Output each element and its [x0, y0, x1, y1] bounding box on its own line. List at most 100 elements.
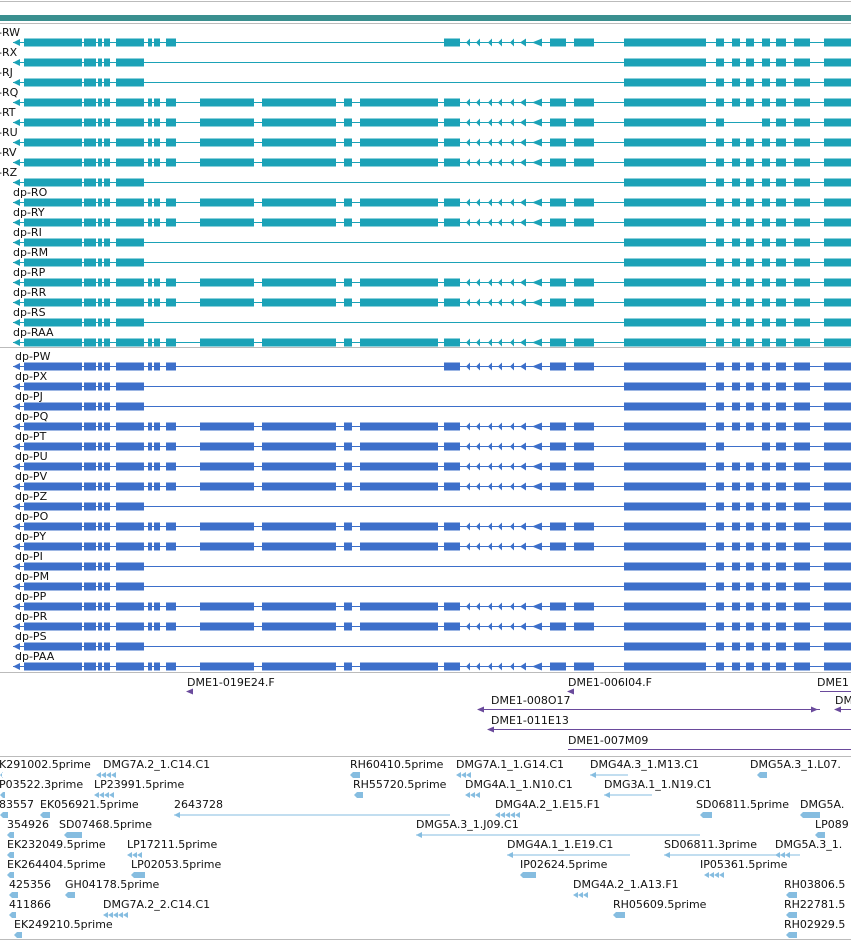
est-feature[interactable]: 83557: [0, 798, 34, 818]
protein-row[interactable]: dp-PT: [13, 430, 851, 451]
cdna-probe[interactable]: DME1-011E13: [487, 714, 851, 733]
protein-row[interactable]: dp-PZ: [13, 490, 851, 511]
protein-row[interactable]: dp-PAA: [13, 650, 851, 671]
transcript-row[interactable]: -RV: [0, 146, 851, 167]
exon-block: [166, 462, 176, 471]
est-feature[interactable]: EK249210.5prime: [14, 918, 113, 938]
protein-row[interactable]: dp-PP: [13, 590, 851, 611]
est-feature[interactable]: DMG7A.1_1.G14.C1: [456, 758, 564, 778]
est-feature[interactable]: GH04178.5prime: [65, 878, 160, 898]
exon-block: [24, 422, 82, 431]
transcript-row[interactable]: dp-RS: [13, 306, 851, 327]
est-feature[interactable]: 425356: [9, 878, 51, 898]
cdna-probe[interactable]: DME1-019E24.F: [186, 676, 275, 695]
est-feature[interactable]: DMG5A.3_1.: [775, 838, 842, 858]
protein-row[interactable]: dp-PV: [13, 470, 851, 491]
exon-block: [98, 602, 102, 611]
transcript-row[interactable]: -RW: [0, 26, 851, 47]
est-feature[interactable]: EK056921.5prime: [40, 798, 139, 818]
protein-row[interactable]: dp-PJ: [13, 390, 851, 411]
protein-row[interactable]: dp-PY: [13, 530, 851, 551]
est-feature[interactable]: LP17211.5prime: [127, 838, 218, 858]
transcript-row[interactable]: dp-RR: [13, 286, 851, 307]
est-feature[interactable]: IP05361.5prime: [700, 858, 788, 878]
strand-arrow: [13, 319, 20, 326]
exon-block: [466, 218, 470, 227]
est-feature[interactable]: 354926: [7, 818, 49, 838]
protein-row[interactable]: dp-PX: [13, 370, 851, 391]
est-feature[interactable]: P03522.3prime: [0, 778, 83, 798]
est-feature[interactable]: RH22781.5: [784, 898, 845, 918]
exon-block: [550, 422, 566, 431]
est-feature[interactable]: RH60410.5prime: [350, 758, 444, 778]
exon-block: [166, 482, 176, 491]
est-label: RH55720.5prime: [353, 778, 447, 791]
exon-block: [762, 38, 770, 47]
est-feature[interactable]: RH03806.5: [784, 878, 845, 898]
est-arrow: [111, 772, 116, 778]
cdna-probe[interactable]: DME1-007M09: [568, 734, 851, 750]
transcript-row[interactable]: -RQ: [0, 86, 851, 107]
est-feature[interactable]: EK232049.5prime: [7, 838, 106, 858]
est-feature[interactable]: DMG5A.3_1.L07.: [750, 758, 841, 778]
transcript-row[interactable]: dp-RAA: [13, 326, 851, 347]
protein-row[interactable]: dp-PS: [13, 630, 851, 651]
est-feature[interactable]: DMG4A.1_1.E19.C1: [507, 838, 630, 858]
est-feature[interactable]: K291002.5prime: [0, 758, 91, 778]
protein-row[interactable]: dp-PW: [13, 350, 851, 371]
est-feature[interactable]: RH02929.5: [784, 918, 845, 938]
est-feature[interactable]: RH05609.5prime: [613, 898, 707, 918]
protein-row[interactable]: dp-PU: [13, 450, 851, 471]
transcript-row[interactable]: dp-RI: [13, 226, 851, 247]
exon-block: [762, 622, 770, 631]
protein-row[interactable]: dp-PQ: [13, 410, 851, 431]
exon-block: [488, 442, 492, 451]
est-feature[interactable]: IP02624.5prime: [520, 858, 608, 878]
exon-block: [762, 462, 770, 471]
exon-block: [116, 218, 144, 227]
est-arrow: [465, 792, 470, 798]
est-feature[interactable]: DMG7A.2_1.C14.C1: [96, 758, 210, 778]
cdna-probe[interactable]: DME1-006I04.F: [567, 676, 652, 695]
protein-row[interactable]: dp-PM: [13, 570, 851, 591]
exon-block: [532, 158, 542, 167]
est-feature[interactable]: DMG4A.2_1.A13.F1: [573, 878, 679, 898]
transcript-row[interactable]: -RT: [0, 106, 851, 127]
est-feature[interactable]: DMG7A.2_2.C14.C1: [103, 898, 210, 918]
exon-block: [116, 118, 144, 127]
est-feature[interactable]: DMG4A.2_1.E15.F1: [495, 798, 600, 818]
exon-block: [762, 198, 770, 207]
exon-block: [116, 338, 144, 347]
transcript-row[interactable]: -RJ: [0, 66, 851, 87]
est-feature[interactable]: EK264404.5prime: [7, 858, 106, 878]
est-feature[interactable]: LP089: [815, 818, 849, 838]
transcript-row[interactable]: dp-RP: [13, 266, 851, 287]
protein-row[interactable]: dp-PR: [13, 610, 851, 631]
cdna-probe[interactable]: DM: [834, 694, 851, 713]
exon-block: [498, 622, 502, 631]
protein-row[interactable]: dp-PI: [13, 550, 851, 571]
est-feature[interactable]: DMG5A.: [800, 798, 844, 818]
transcript-row[interactable]: -RU: [0, 126, 851, 147]
transcript-row[interactable]: dp-RO: [13, 186, 851, 207]
est-feature[interactable]: 411866: [9, 898, 51, 918]
cdna-probe[interactable]: DME1-008O17: [477, 694, 820, 713]
est-feature[interactable]: LP23991.5prime: [94, 778, 185, 798]
est-feature[interactable]: DMG5A.3_1.J09.C1: [416, 818, 700, 838]
transcript-label: -RQ: [0, 86, 19, 99]
est-feature[interactable]: DMG4A.1_1.N10.C1: [465, 778, 573, 798]
est-feature[interactable]: RH55720.5prime: [353, 778, 447, 798]
transcript-row[interactable]: -RZ: [0, 166, 851, 187]
est-feature[interactable]: 2643728: [174, 798, 450, 818]
est-feature[interactable]: SD06811.5prime: [696, 798, 789, 818]
est-feature[interactable]: DMG4A.3_1.M13.C1: [590, 758, 699, 778]
transcript-row[interactable]: -RX: [0, 46, 851, 67]
est-feature[interactable]: SD07468.5prime: [59, 818, 152, 838]
est-feature[interactable]: DMG3A.1_1.N19.C1: [604, 778, 712, 798]
transcript-row[interactable]: dp-RM: [13, 246, 851, 267]
est-feature[interactable]: LP02053.5prime: [131, 858, 222, 878]
exon-block: [624, 38, 706, 47]
cdna-probe[interactable]: DME1: [817, 676, 851, 692]
transcript-row[interactable]: dp-RY: [13, 206, 851, 227]
protein-row[interactable]: dp-PO: [13, 510, 851, 531]
